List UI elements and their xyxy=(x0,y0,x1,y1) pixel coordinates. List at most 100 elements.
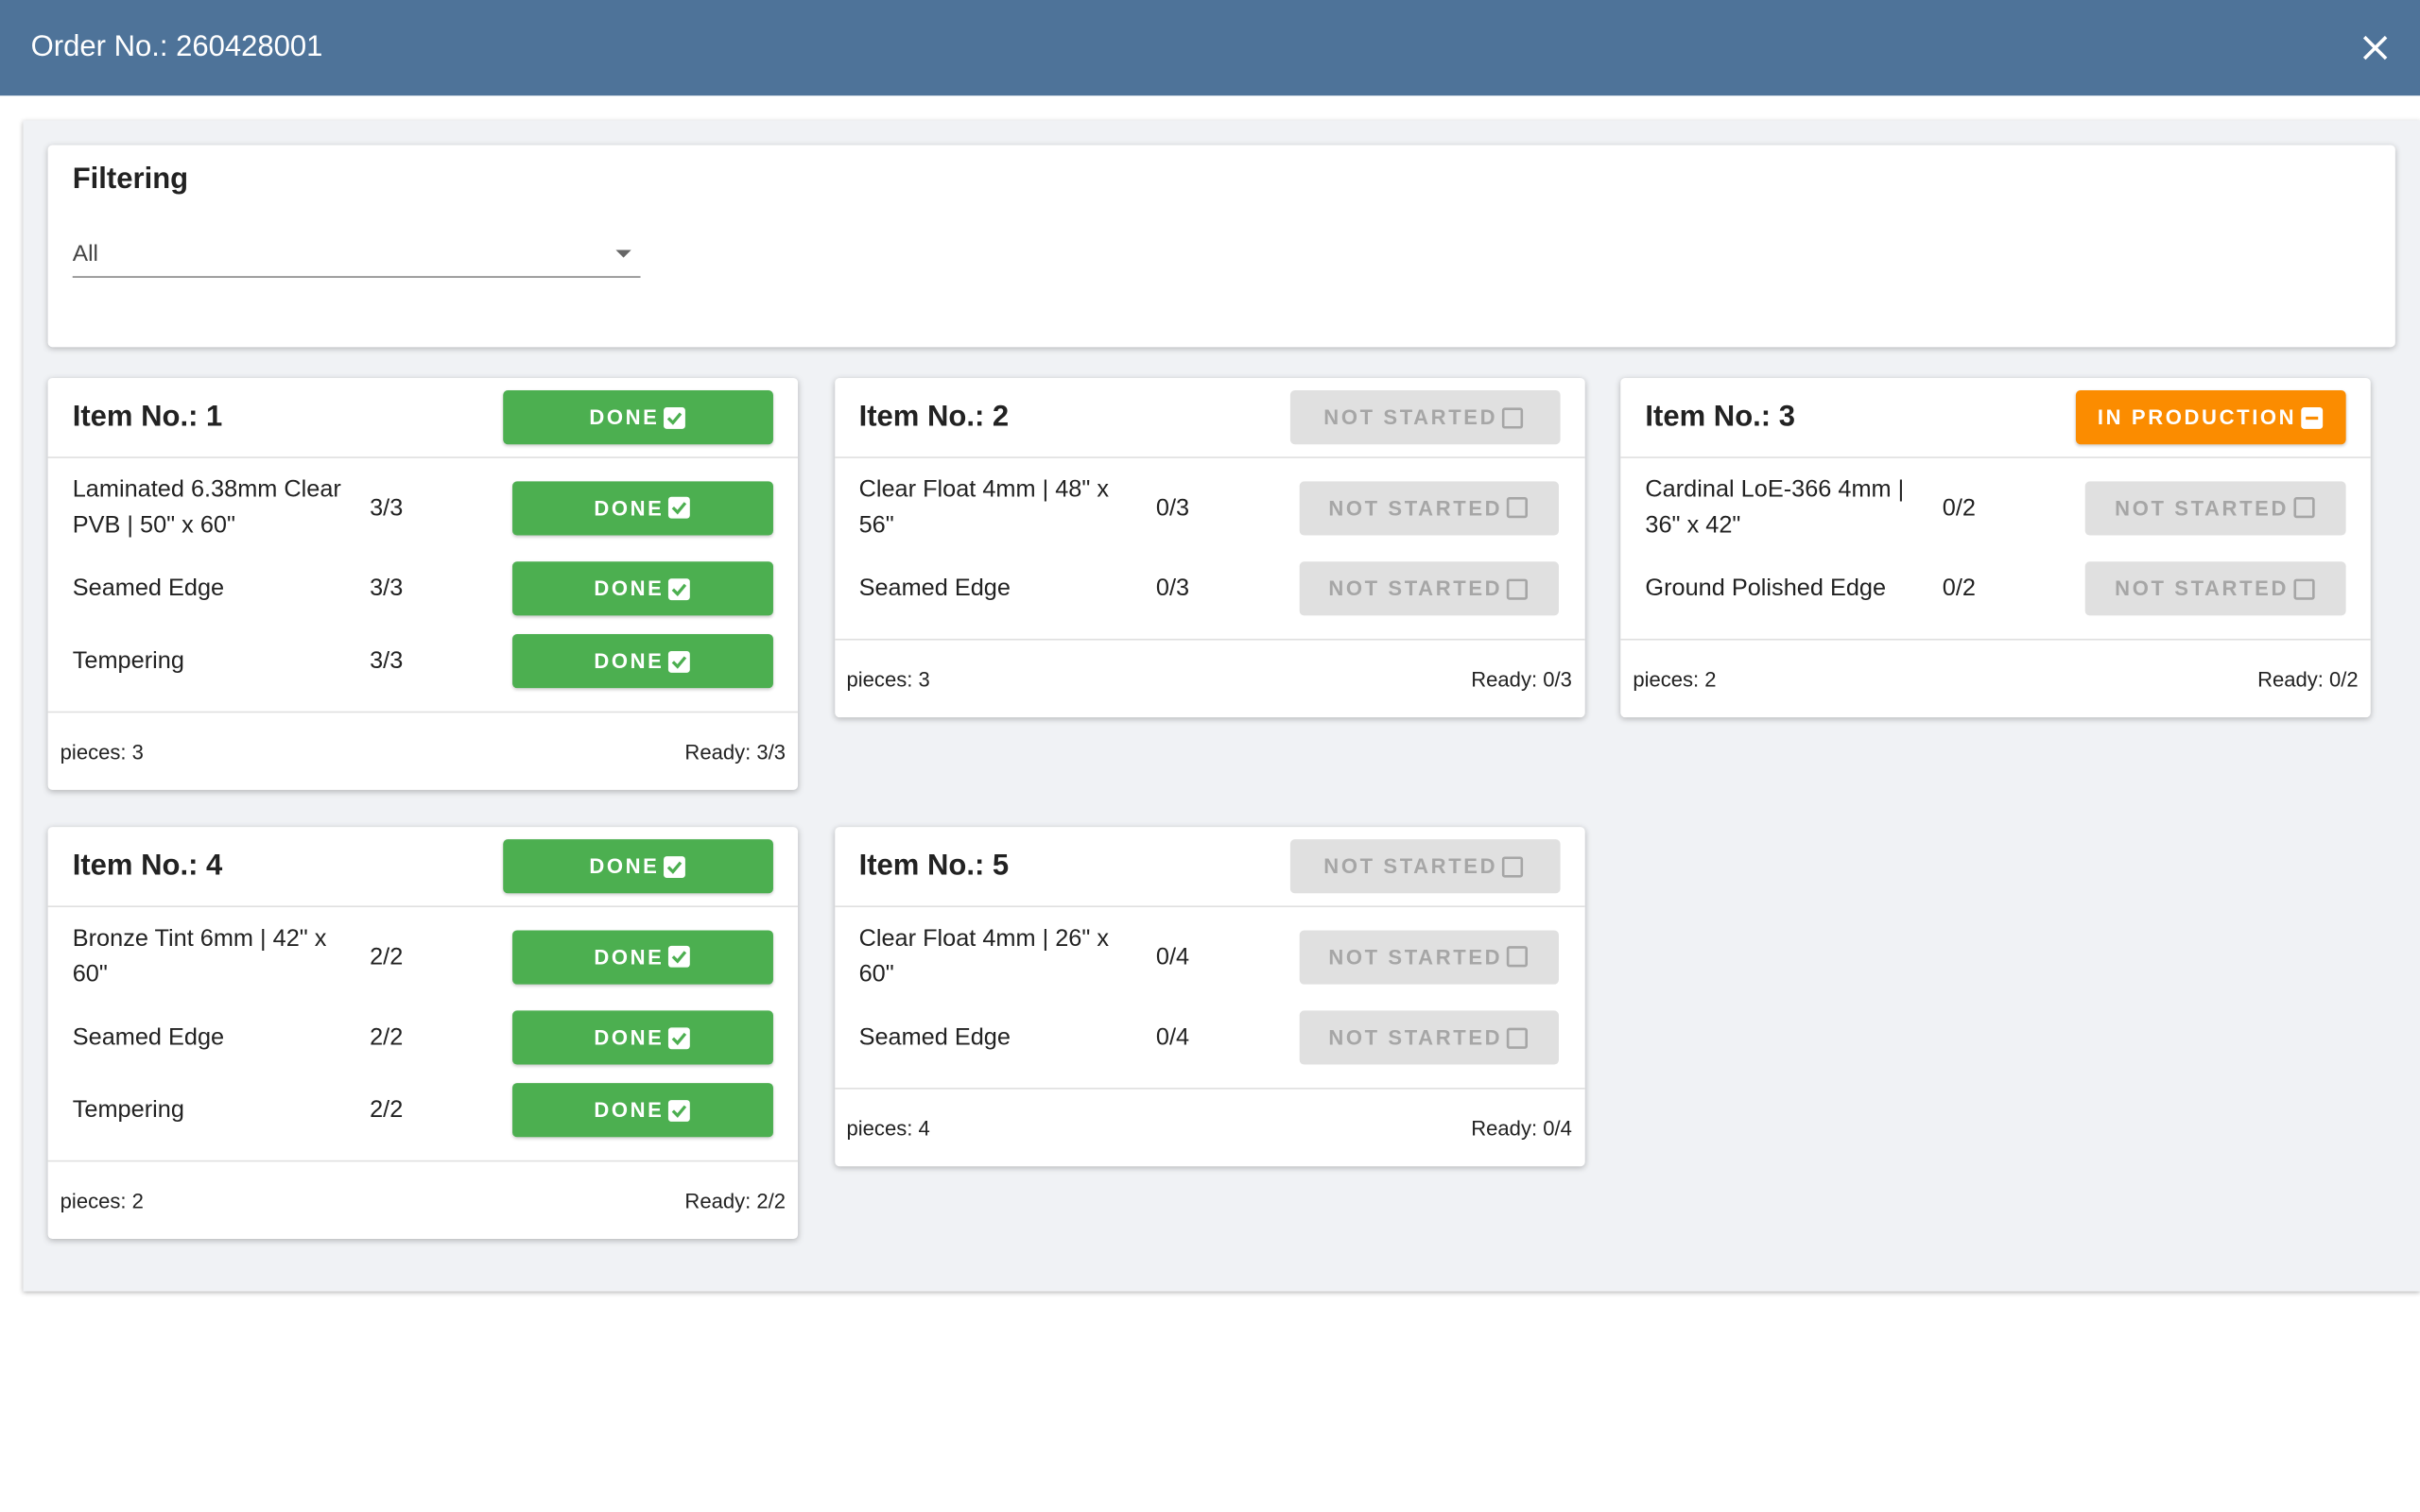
item-header: Item No.: 5 NOT STARTED xyxy=(834,827,1584,907)
step-name: Laminated 6.38mm Clear PVB | 50" x 60" xyxy=(72,476,341,539)
step-name: Cardinal LoE-366 4mm | 36" x 42" xyxy=(1645,476,1905,539)
step-progress: 0/3 xyxy=(1155,494,1190,522)
item-title: Item No.: 5 xyxy=(858,849,1010,883)
status-button[interactable]: DONE xyxy=(512,1083,773,1138)
step-row: Tempering 3/3 DONE xyxy=(48,634,798,707)
status-label: IN PRODUCTION xyxy=(2097,405,2297,429)
step-name: Clear Float 4mm | 26" x 60" xyxy=(858,925,1110,988)
item-title: Item No.: 1 xyxy=(72,400,223,433)
step-progress: 3/3 xyxy=(370,647,404,675)
item-footer: pieces: 4 Ready: 0/4 xyxy=(834,1090,1583,1167)
step-progress: 2/2 xyxy=(370,1024,404,1051)
status-label: NOT STARTED xyxy=(1328,944,1503,969)
status-button[interactable]: IN PRODUCTION xyxy=(2075,390,2346,445)
status-label: NOT STARTED xyxy=(1328,495,1503,520)
step-progress: 3/3 xyxy=(370,575,404,602)
status-icon xyxy=(668,1099,691,1122)
item-title: Item No.: 2 xyxy=(858,400,1010,433)
status-button[interactable]: NOT STARTED xyxy=(1289,839,1560,894)
status-icon xyxy=(2293,497,2315,519)
status-icon xyxy=(1507,497,1529,519)
step-progress: 0/4 xyxy=(1155,1024,1190,1051)
filter-select[interactable]: All xyxy=(72,234,641,278)
status-icon xyxy=(1507,946,1529,968)
step-row: Clear Float 4mm | 26" x 60" 0/4 NOT STARTE… xyxy=(834,921,1583,1011)
step-name: Seamed Edge xyxy=(858,575,1011,602)
status-label: DONE xyxy=(594,649,665,673)
status-button[interactable]: DONE xyxy=(512,561,773,616)
dialog-header: Order No.: 260428001 xyxy=(0,0,2420,96)
step-name: Seamed Edge xyxy=(72,1024,225,1051)
status-button[interactable]: NOT STARTED xyxy=(1289,390,1560,445)
item-card: Item No.: 3 IN PRODUCTION Cardinal LoE-366… xyxy=(1620,377,2371,718)
item-footer: pieces: 2 Ready: 2/2 xyxy=(48,1161,798,1239)
step-progress: 2/2 xyxy=(370,943,404,971)
status-button[interactable]: NOT STARTED xyxy=(1299,561,1560,616)
step-list: Clear Float 4mm | 48" x 56" 0/3 NOT STARTE… xyxy=(834,458,1584,641)
ready: Ready: 2/2 xyxy=(684,1188,786,1212)
step-row: Seamed Edge 3/3 DONE xyxy=(48,561,798,634)
item-header: Item No.: 1 DONE xyxy=(47,378,799,458)
pieces: pieces: 4 xyxy=(846,1116,930,1140)
step-progress: 0/2 xyxy=(1942,575,1976,602)
status-label: NOT STARTED xyxy=(1328,576,1503,601)
step-name: Clear Float 4mm | 48" x 56" xyxy=(858,476,1110,539)
step-progress: 0/3 xyxy=(1155,575,1190,602)
step-list: Clear Float 4mm | 26" x 60" 0/4 NOT STARTE… xyxy=(834,907,1584,1090)
status-label: NOT STARTED xyxy=(1328,1025,1503,1050)
item-title: Item No.: 4 xyxy=(72,849,223,883)
status-button[interactable]: NOT STARTED xyxy=(2084,480,2346,535)
status-label: DONE xyxy=(594,576,665,601)
dialog-title: Order No.: 260428001 xyxy=(30,30,323,63)
step-list: Cardinal LoE-366 4mm | 36" x 42" 0/2 NOT S… xyxy=(1620,458,2371,641)
step-name: Ground Polished Edge xyxy=(1645,575,1887,602)
step-row: Cardinal LoE-366 4mm | 36" x 42" 0/2 NOT S… xyxy=(1620,472,2370,562)
step-progress: 0/2 xyxy=(1942,494,1976,522)
status-label: DONE xyxy=(594,495,665,520)
dropdown-arrow xyxy=(615,249,631,258)
status-button[interactable]: NOT STARTED xyxy=(1299,1010,1560,1065)
step-row: Seamed Edge 0/3 NOT STARTED xyxy=(834,561,1583,634)
item-header: Item No.: 2 NOT STARTED xyxy=(834,378,1584,458)
status-button[interactable]: DONE xyxy=(512,1010,773,1065)
item-card: Item No.: 4 DONE Bronze Tint 6mm | 42" x 6… xyxy=(47,827,799,1240)
step-row: Laminated 6.38mm Clear PVB | 50" x 60" 3/… xyxy=(48,472,798,562)
step-list: Laminated 6.38mm Clear PVB | 50" x 60" 3/… xyxy=(47,458,799,713)
status-button[interactable]: DONE xyxy=(503,390,773,445)
status-button[interactable]: DONE xyxy=(512,480,773,535)
item-grid: Item No.: 1 DONE Laminated 6.38mm Clear PV… xyxy=(47,377,2395,1240)
status-icon xyxy=(668,945,691,968)
step-progress: 2/2 xyxy=(370,1096,404,1124)
step-row: Bronze Tint 6mm | 42" x 60" 2/2 DONE xyxy=(48,921,798,1011)
status-button[interactable]: DONE xyxy=(512,634,773,689)
step-row: Tempering 2/2 DONE xyxy=(48,1083,798,1156)
status-button[interactable]: DONE xyxy=(512,929,773,984)
filter-card: Filtering All xyxy=(47,145,2395,348)
item-header: Item No.: 3 IN PRODUCTION xyxy=(1620,378,2371,458)
status-button[interactable]: NOT STARTED xyxy=(1299,480,1560,535)
pieces: pieces: 2 xyxy=(60,1188,144,1212)
close-button[interactable] xyxy=(2361,34,2389,61)
status-icon xyxy=(668,577,691,600)
step-name: Seamed Edge xyxy=(858,1024,1011,1051)
status-button[interactable]: NOT STARTED xyxy=(2084,561,2346,616)
item-card: Item No.: 2 NOT STARTED Clear Float 4mm | … xyxy=(834,377,1584,718)
step-row: Clear Float 4mm | 48" x 56" 0/3 NOT STARTE… xyxy=(834,472,1583,562)
ready: Ready: 0/4 xyxy=(1471,1116,1572,1140)
step-progress: 3/3 xyxy=(370,494,404,522)
ready: Ready: 3/3 xyxy=(684,739,786,764)
content-panel: Filtering All Item No.: 1 DONE Laminated 6… xyxy=(23,120,2420,1292)
status-icon xyxy=(1502,855,1524,877)
status-icon xyxy=(2293,577,2315,599)
status-label: DONE xyxy=(589,405,660,429)
step-row: Ground Polished Edge 0/2 NOT STARTED xyxy=(1620,561,2370,634)
step-row: Seamed Edge 0/4 NOT STARTED xyxy=(834,1010,1583,1083)
status-icon xyxy=(1507,577,1529,599)
status-button[interactable]: DONE xyxy=(503,839,773,894)
status-label: DONE xyxy=(594,1025,665,1050)
status-button[interactable]: NOT STARTED xyxy=(1299,929,1560,984)
ready: Ready: 0/2 xyxy=(2257,667,2359,691)
status-icon xyxy=(1507,1026,1529,1049)
status-icon xyxy=(668,1026,691,1049)
step-progress: 0/4 xyxy=(1155,943,1190,971)
